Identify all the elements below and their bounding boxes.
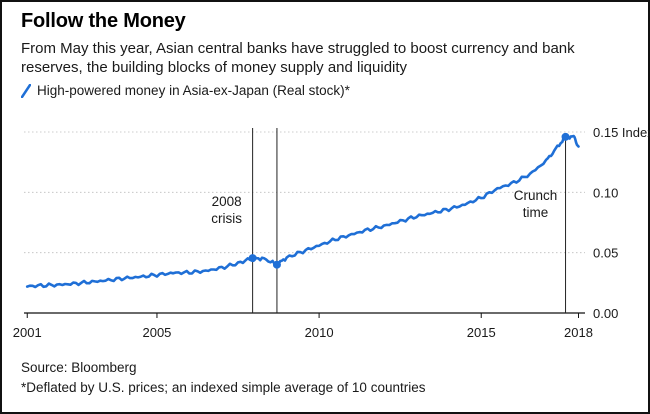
x-tick-label: 2018	[564, 325, 593, 340]
annotation-label-crunch-line1: Crunch	[514, 188, 558, 203]
y-tick-label: 0.15 Index	[593, 125, 650, 140]
annotation-label-crisis-line1: 2008	[212, 194, 242, 209]
legend: High-powered money in Asia-ex-Japan (Rea…	[21, 83, 350, 98]
chart-subtitle: From May this year, Asian central banks …	[21, 40, 575, 76]
chart-title: Follow the Money	[21, 10, 186, 32]
x-tick-label: 2010	[305, 325, 334, 340]
data-point-marker	[561, 132, 570, 141]
annotation-label-crisis-line2: crisis	[211, 211, 242, 226]
legend-line-icon	[21, 83, 31, 98]
legend-label: High-powered money in Asia-ex-Japan (Rea…	[37, 83, 350, 98]
series-line-0	[25, 134, 580, 289]
footnote: *Deflated by U.S. prices; an indexed sim…	[21, 380, 426, 395]
data-point-marker	[248, 254, 257, 263]
y-tick-label: 0.10	[593, 185, 618, 200]
annotation-label-crunch-line2: time	[523, 205, 549, 220]
x-tick-label: 2005	[142, 325, 171, 340]
data-point-marker	[272, 260, 281, 269]
source-note: Source: Bloomberg	[21, 360, 137, 375]
y-tick-label: 0.00	[593, 306, 618, 321]
x-tick-label: 2001	[13, 325, 42, 340]
y-tick-label: 0.05	[593, 246, 618, 261]
x-tick-label: 2015	[467, 325, 496, 340]
